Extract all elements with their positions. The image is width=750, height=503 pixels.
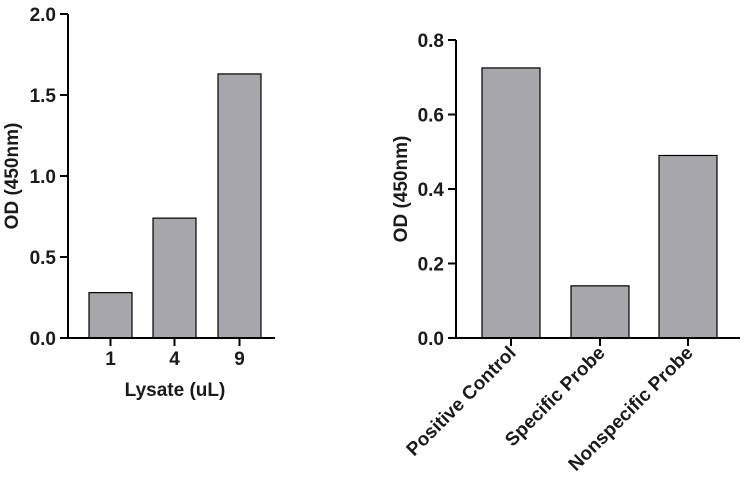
chart2-y-tick-label: 0.2 (418, 255, 444, 276)
chart1-y-tick-label: 1.5 (30, 86, 57, 107)
chart1-y-tick-label: 0.5 (30, 248, 57, 269)
chart1-x-tick-label: 4 (169, 349, 180, 370)
chart1-y-tick-label: 2.0 (30, 5, 56, 26)
chart2-bar-1 (481, 67, 541, 339)
chart1-bar-1 (88, 292, 133, 339)
chart1-y-tick-label: 1.0 (30, 167, 56, 188)
chart2-x-tick-label: Positive Control (403, 343, 521, 461)
chart1-y-tick-label: 0.0 (30, 329, 56, 350)
chart2-y-tick-label: 0.8 (418, 31, 444, 52)
chart2-bar-3 (658, 154, 718, 339)
chart1-bar-2 (152, 217, 197, 339)
chart1-y-axis-title: OD (450nm) (2, 123, 23, 230)
chart1-x-tick-label: 9 (234, 349, 245, 370)
chart2-y-axis-title: OD (450nm) (391, 136, 412, 243)
chart2-y-tick-label: 0.4 (418, 180, 445, 201)
chart2-y-tick-label: 0.6 (418, 106, 444, 127)
chart1-x-tick-label: 1 (105, 349, 116, 370)
chart1-bar-3 (217, 73, 262, 339)
chart1-x-axis-title: Lysate (uL) (125, 380, 226, 401)
chart2-bar-2 (570, 285, 630, 339)
chart2-y-tick-label: 0.0 (418, 329, 444, 350)
